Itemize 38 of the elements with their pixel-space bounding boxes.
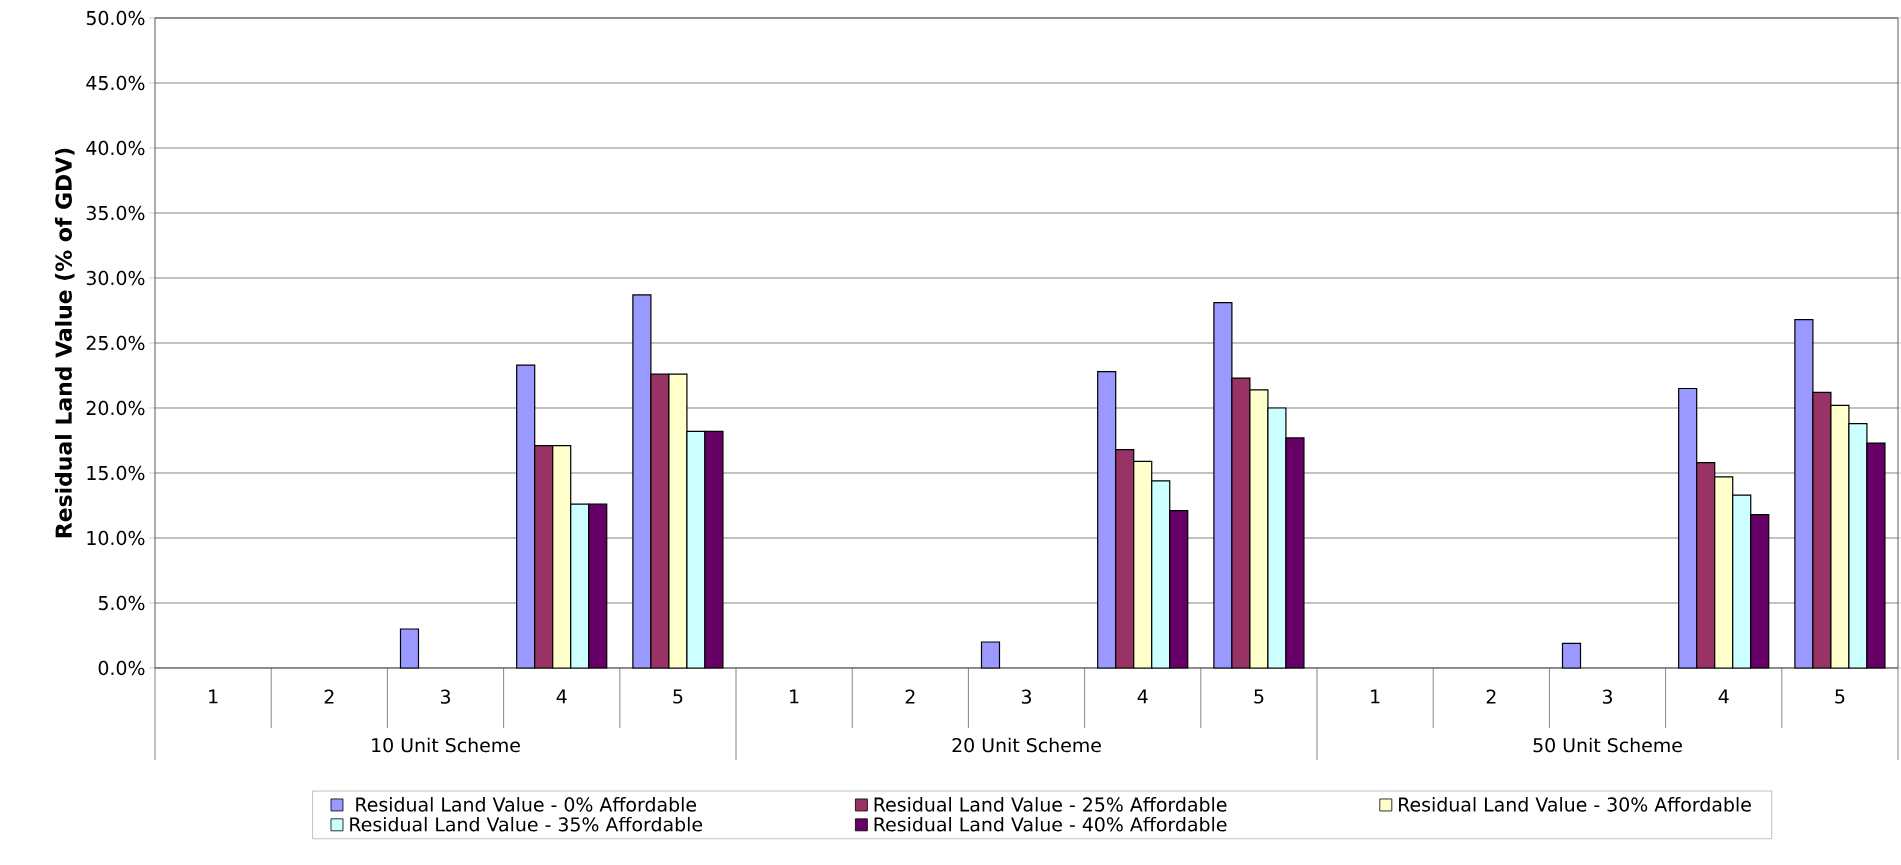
x-tick-label: 3 xyxy=(1021,689,1032,704)
legend-label: Residual Land Value - 0% Affordable xyxy=(356,797,697,812)
y-tick-label: 10.0% xyxy=(87,530,145,546)
x-tick-label: 4 xyxy=(1137,689,1148,704)
x-tick-label: 1 xyxy=(1371,689,1380,704)
x-tick-label: 1 xyxy=(209,689,218,704)
bar xyxy=(1561,642,1582,669)
y-tick-label: 15.0% xyxy=(87,465,145,481)
text: 20 Unit Scheme xyxy=(952,737,1101,753)
y-tick-label: 35.0% xyxy=(86,205,145,221)
text: 10 Unit Scheme xyxy=(372,737,520,753)
y-tick-label: 5.0% xyxy=(98,595,145,611)
x-tick-label: 2 xyxy=(905,689,915,704)
bar xyxy=(980,641,1001,669)
x-tick-label: 4 xyxy=(1718,689,1729,704)
x-tick-label: 3 xyxy=(1602,689,1613,704)
y-tick-label: 45.0% xyxy=(86,75,145,91)
y-tick-label: 30.0% xyxy=(86,270,145,286)
y-tick-label: 25.0% xyxy=(86,335,145,351)
legend-label: Residual Land Value - 35% Affordable xyxy=(350,816,703,832)
y-tick-label: 0.0% xyxy=(98,660,145,676)
y-tick-label: 40.0% xyxy=(86,140,145,156)
text: 50 Unit Scheme xyxy=(1533,737,1682,753)
legend-label: Residual Land Value - 30% Affordable xyxy=(1399,797,1751,812)
x-tick-label: 5 xyxy=(673,689,683,704)
x-tick-label: 5 xyxy=(1254,689,1264,704)
y-tick-label: 50.0% xyxy=(86,10,145,26)
x-tick-label: 2 xyxy=(324,689,334,704)
bar xyxy=(399,628,420,669)
x-tick-label: 5 xyxy=(1835,689,1845,704)
y-tick-label: 20.0% xyxy=(86,400,145,416)
legend-label: Residual Land Value - 40% Affordable xyxy=(874,816,1227,832)
x-tick-label: 2 xyxy=(1486,689,1496,704)
legend-label: Residual Land Value - 25% Affordable xyxy=(874,797,1227,812)
y-axis-title: Residual Land Value (% of GDV) xyxy=(54,148,75,538)
x-tick-label: 4 xyxy=(556,689,567,704)
x-tick-label: 3 xyxy=(440,689,451,704)
x-tick-label: 1 xyxy=(790,689,799,704)
